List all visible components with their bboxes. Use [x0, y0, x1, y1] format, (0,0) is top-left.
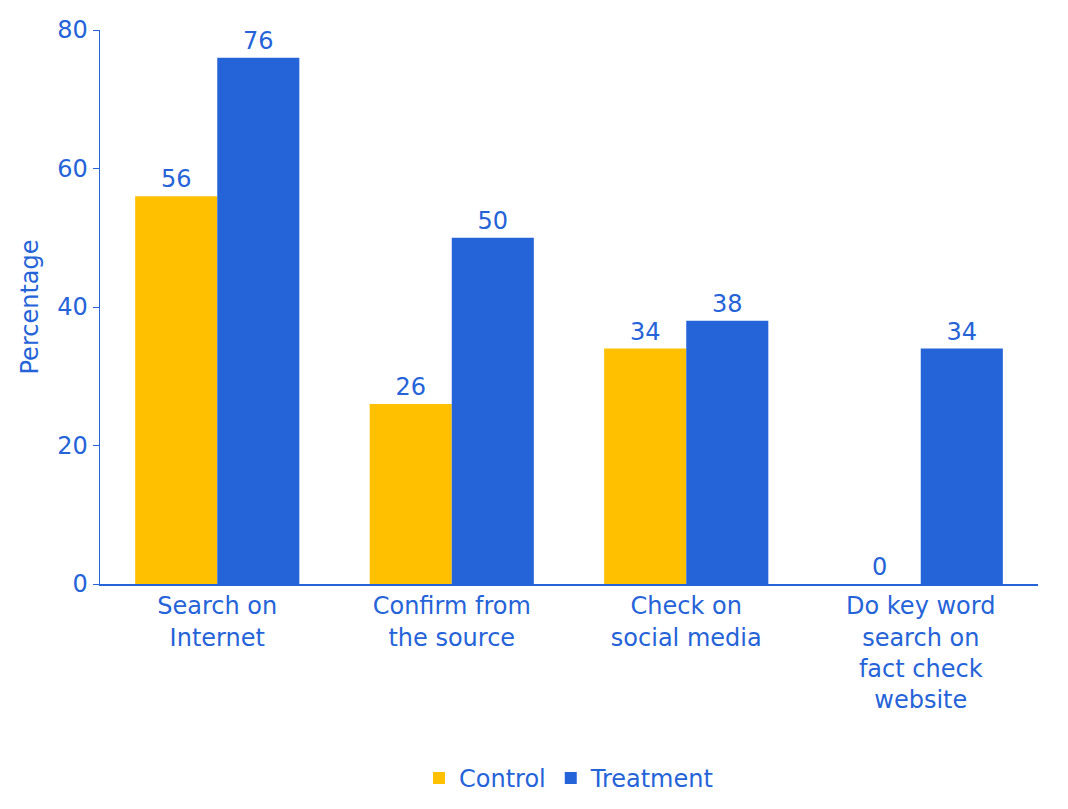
- svg-text:Control: Control: [459, 765, 546, 793]
- svg-text:Check onsocial media: Check onsocial media: [611, 592, 762, 651]
- svg-text:Confirm fromthe source: Confirm fromthe source: [373, 592, 531, 651]
- svg-text:Percentage: Percentage: [16, 239, 44, 374]
- svg-text:Search onInternet: Search onInternet: [157, 592, 277, 651]
- svg-text:40: 40: [57, 293, 88, 321]
- svg-text:60: 60: [57, 155, 88, 183]
- svg-text:Do key wordsearch onfact check: Do key wordsearch onfact checkwebsite: [846, 592, 995, 714]
- svg-text:0: 0: [72, 570, 87, 598]
- svg-text:0: 0: [872, 553, 887, 581]
- svg-text:20: 20: [57, 432, 88, 460]
- svg-text:34: 34: [630, 318, 661, 346]
- svg-text:50: 50: [478, 207, 509, 235]
- svg-text:34: 34: [947, 318, 978, 346]
- svg-text:Treatment: Treatment: [590, 765, 713, 793]
- svg-text:26: 26: [395, 373, 426, 401]
- svg-text:80: 80: [57, 16, 88, 44]
- svg-text:38: 38: [712, 290, 743, 318]
- svg-text:76: 76: [243, 27, 274, 55]
- svg-text:56: 56: [161, 165, 192, 193]
